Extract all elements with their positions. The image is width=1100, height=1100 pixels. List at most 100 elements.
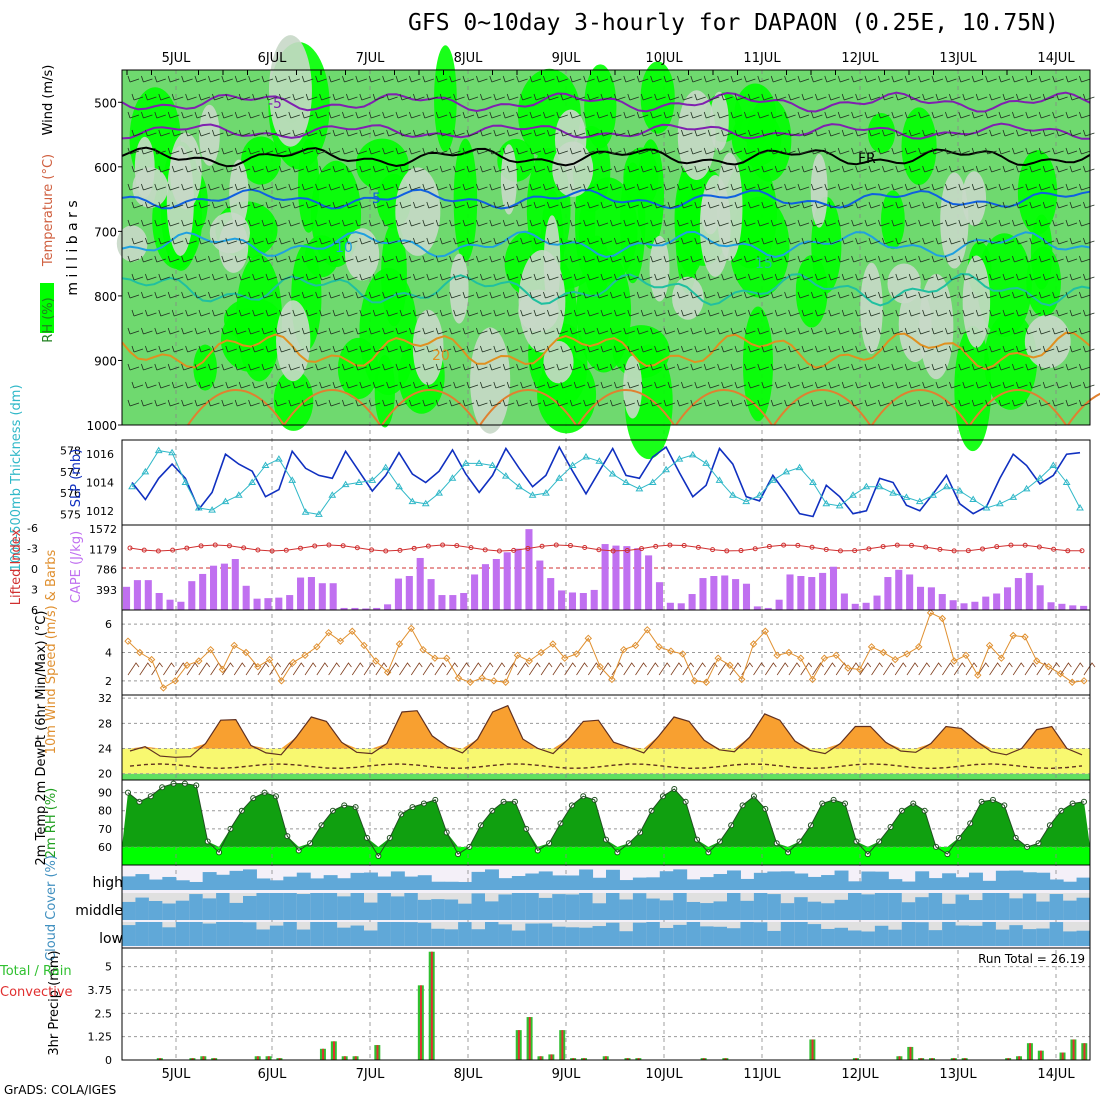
cloud-cell xyxy=(901,902,916,920)
wind-barb xyxy=(355,363,367,371)
wind-barb xyxy=(556,291,568,299)
wind-barb xyxy=(543,111,555,119)
cloud-cell xyxy=(861,931,876,946)
dry-region xyxy=(672,276,704,320)
surface-wind-barb xyxy=(599,662,612,676)
date-label-bottom: 10JUL xyxy=(645,1067,683,1082)
cloud-cell xyxy=(364,930,378,946)
wind-barb xyxy=(971,75,984,83)
cape-bar xyxy=(971,601,979,610)
cloud-cell xyxy=(942,922,957,946)
wind-barb xyxy=(1065,291,1078,299)
wind-barb xyxy=(185,381,197,389)
wind-barb xyxy=(784,291,796,299)
surface-wind-barb xyxy=(222,662,234,676)
wind-barb xyxy=(453,309,465,317)
precip-convective-bar xyxy=(1018,1056,1021,1060)
wind-barb xyxy=(319,345,331,353)
wind-barb xyxy=(841,165,854,173)
wind-barb xyxy=(533,381,546,389)
cape-bar xyxy=(394,578,402,610)
cape-bar xyxy=(645,555,653,610)
wind-barb xyxy=(734,165,747,173)
wind-point xyxy=(879,648,888,657)
wind-barb xyxy=(922,165,934,173)
wind-barb xyxy=(654,129,666,137)
wind-barb xyxy=(560,273,572,281)
wind-barb xyxy=(962,381,974,389)
wind-barb xyxy=(292,273,304,281)
wind-barb xyxy=(971,183,984,191)
wind-barb xyxy=(640,93,653,101)
cloud-cell xyxy=(377,876,392,890)
wind-barb xyxy=(234,75,247,83)
thickness-tick-label: 575 xyxy=(60,508,81,521)
contour-label: 20 xyxy=(432,348,450,364)
wind-barb xyxy=(547,129,559,137)
wind-barb xyxy=(141,75,153,83)
wind-barb xyxy=(248,111,260,119)
cloud-cell xyxy=(229,902,244,920)
precip-convective-bar xyxy=(1083,1043,1086,1060)
surface-wind-barb xyxy=(186,662,199,676)
wind-barb xyxy=(730,363,743,371)
wind-barb xyxy=(627,201,639,209)
cape-bar xyxy=(220,563,228,610)
thickness-point xyxy=(501,472,510,479)
wind-barb xyxy=(985,291,997,299)
cloud-cell xyxy=(700,903,715,920)
wind-barb xyxy=(734,273,747,281)
wind-barb xyxy=(305,93,318,101)
cloud-cell xyxy=(982,922,997,946)
wind-barb xyxy=(1029,237,1041,245)
wind-barb xyxy=(234,183,247,191)
wind-barb xyxy=(556,363,568,371)
wind-barb xyxy=(1069,237,1082,245)
wind-barb xyxy=(462,327,475,335)
wind-barb xyxy=(931,291,944,299)
cloud-cell xyxy=(861,871,876,890)
precip-convective-bar xyxy=(604,1056,607,1060)
surface-wind-barb xyxy=(1048,662,1060,676)
wind-barb xyxy=(1002,273,1015,281)
wind-barb xyxy=(962,237,974,245)
wind-barb xyxy=(650,327,662,335)
wind-barb xyxy=(409,399,421,407)
wind-barb xyxy=(1016,165,1028,173)
wind-barb xyxy=(882,273,894,281)
wind-barb xyxy=(757,75,769,83)
wind-barb xyxy=(1025,75,1037,83)
wind-barb xyxy=(145,309,157,317)
precip-convective-bar xyxy=(1039,1050,1042,1060)
wind-barb xyxy=(493,201,505,209)
wind-barb xyxy=(449,111,461,119)
wind-barb xyxy=(221,147,233,155)
wind-barb xyxy=(208,255,220,263)
wind-barb xyxy=(399,309,412,317)
cloud-cell xyxy=(821,928,836,946)
wind-barb xyxy=(748,165,760,173)
wind-barb xyxy=(855,165,867,173)
wind-barb xyxy=(945,291,957,299)
precip-convective-bar xyxy=(561,1030,564,1060)
cloud-cell xyxy=(390,922,405,946)
wind-barb xyxy=(1056,93,1068,101)
cloud-cell xyxy=(189,881,204,890)
wind-barb xyxy=(386,345,398,353)
wind-barb xyxy=(1029,381,1041,389)
wind-barb xyxy=(636,399,649,407)
wind-point xyxy=(962,651,970,660)
cape-bar xyxy=(286,595,294,610)
surface-wind-barb xyxy=(304,662,317,676)
precip-convective-bar xyxy=(572,1058,575,1060)
wind-point xyxy=(301,651,309,660)
wind-barb xyxy=(556,147,568,155)
wind-barb xyxy=(234,399,247,407)
surface-wind-barb xyxy=(469,662,482,676)
wind-barb xyxy=(265,201,278,209)
wind-barb xyxy=(409,111,421,119)
wind-barb xyxy=(127,111,140,119)
wind-barb xyxy=(435,111,448,119)
surface-wind-barb xyxy=(930,662,942,676)
cloud-cell xyxy=(592,877,607,890)
